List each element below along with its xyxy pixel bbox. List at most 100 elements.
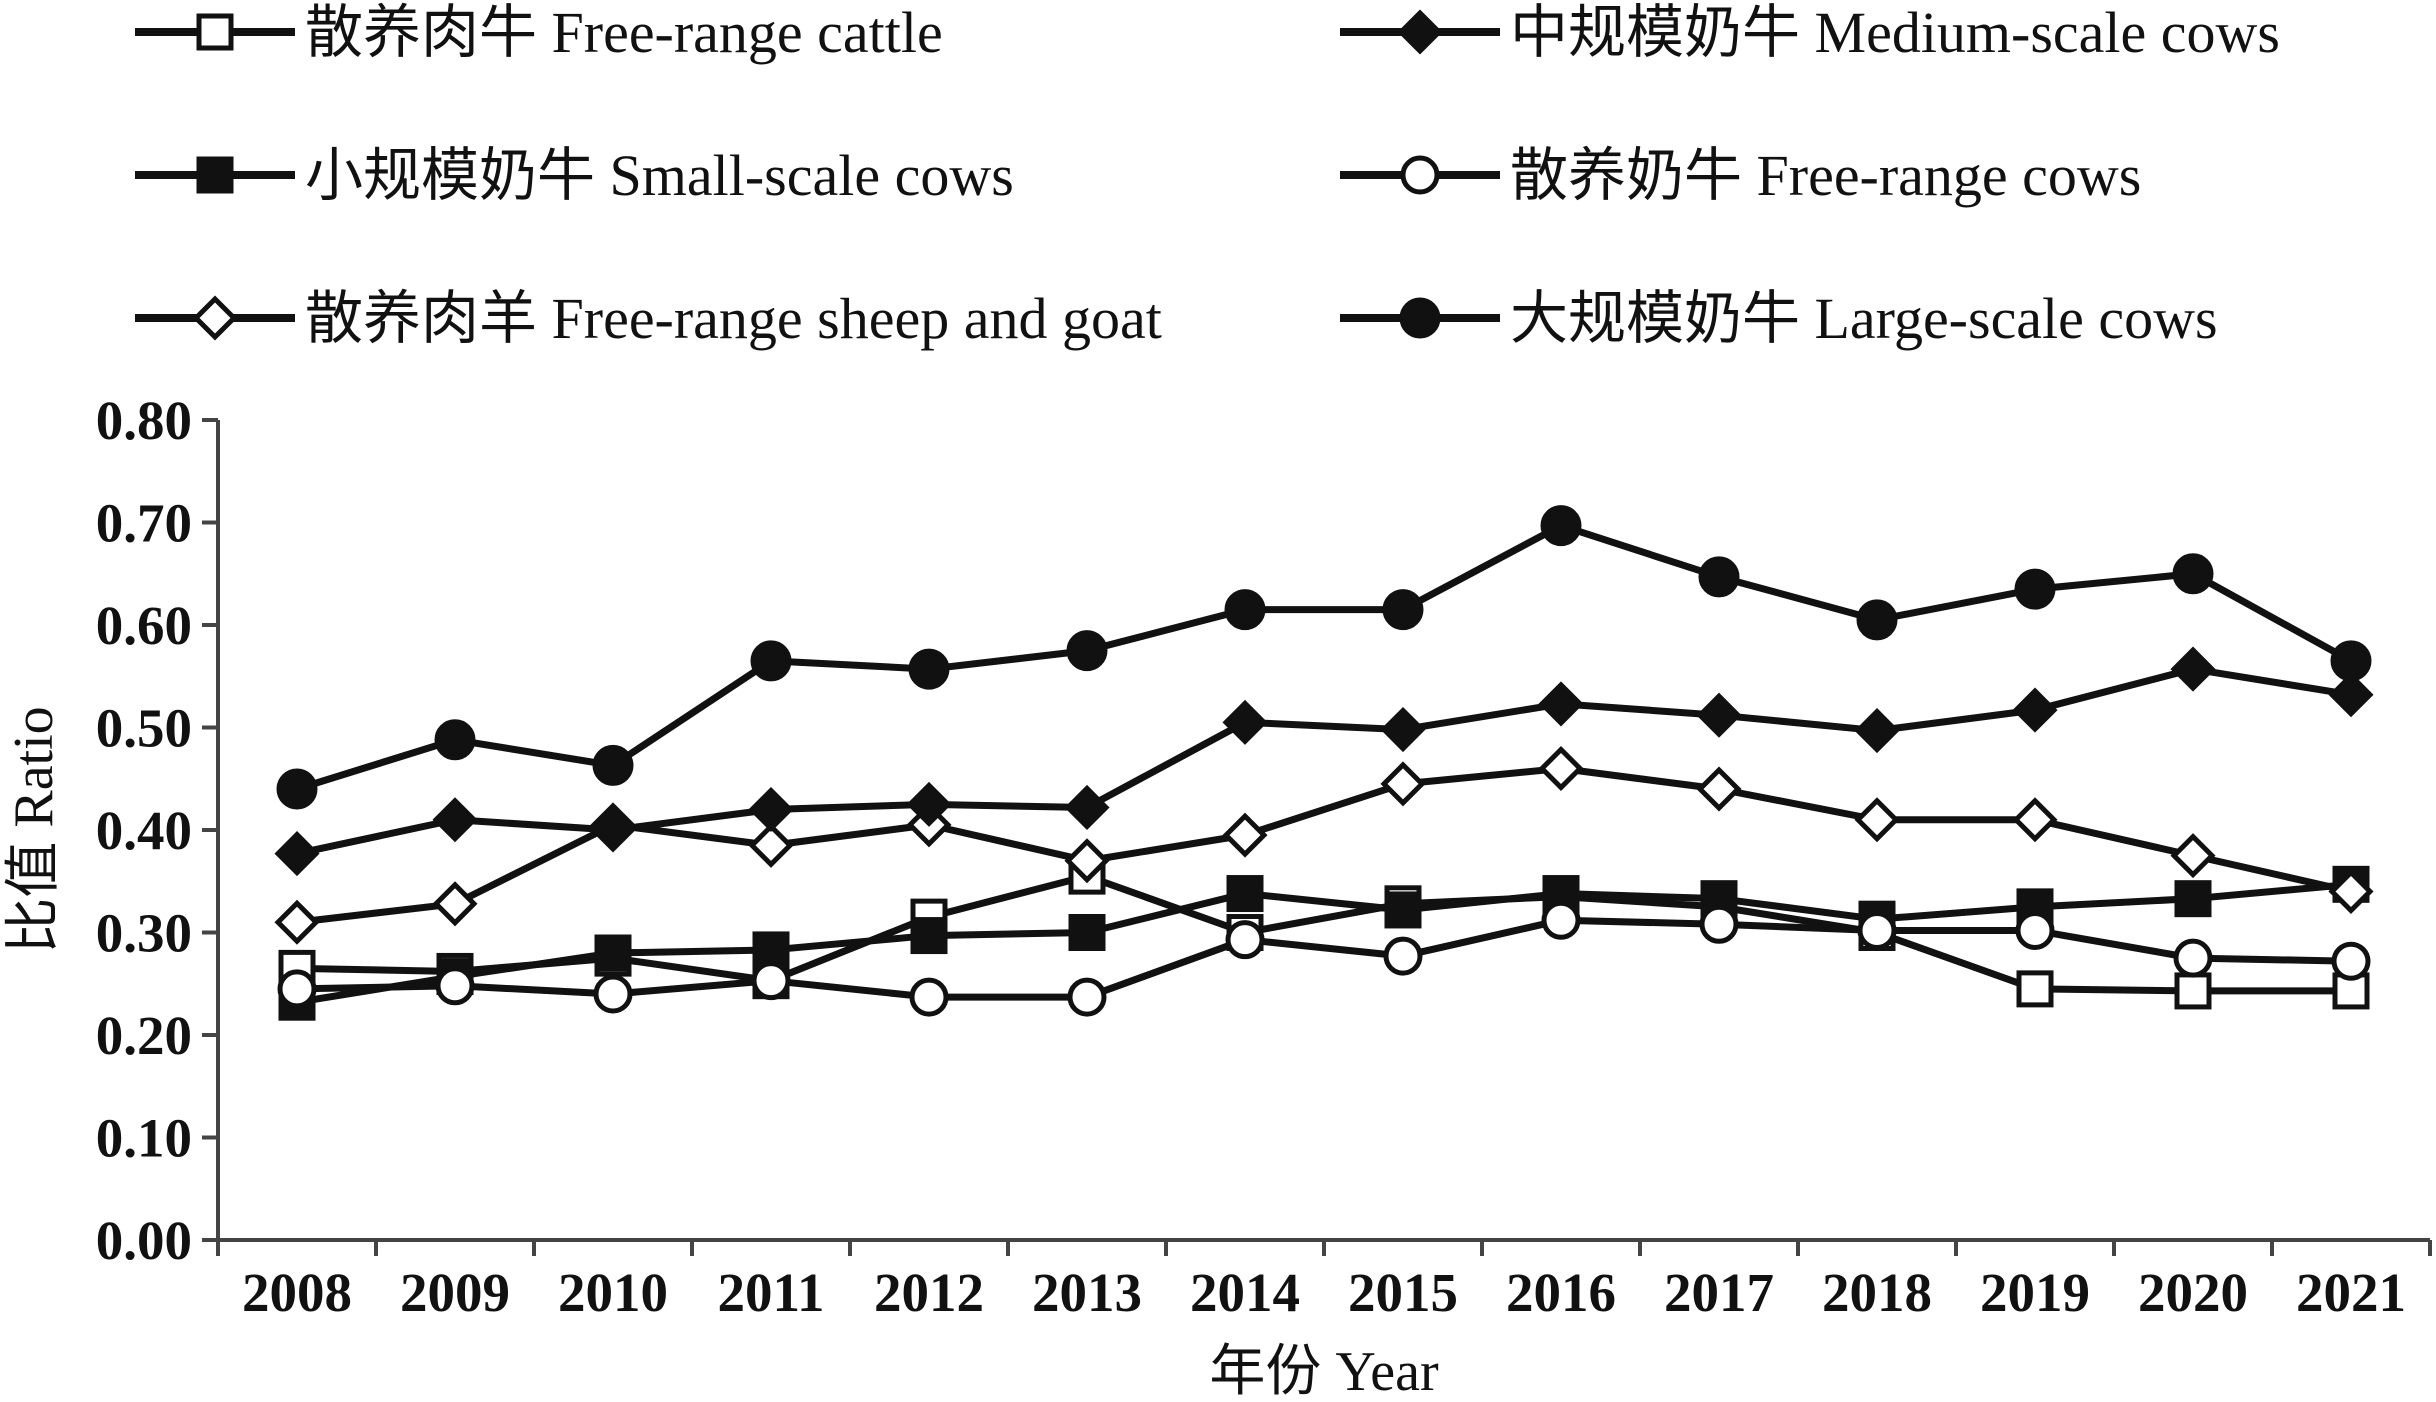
- data-point: [1854, 708, 1900, 754]
- x-tick-label: 2015: [1348, 1262, 1458, 1323]
- y-tick-label: 0.50: [96, 698, 192, 759]
- data-point: [2012, 797, 2058, 843]
- legend-label: 散养肉牛 Free-range cattle: [305, 0, 943, 65]
- series-group: [274, 505, 2374, 1021]
- data-point: [2173, 938, 2213, 978]
- y-tick-label: 0.60: [96, 595, 192, 656]
- data-point: [590, 807, 636, 853]
- data-point: [1064, 838, 1110, 884]
- x-tick-label: 2016: [1506, 1262, 1616, 1323]
- data-point: [2014, 568, 2056, 610]
- data-point: [2174, 880, 2212, 918]
- data-point: [276, 768, 318, 810]
- data-point: [1538, 681, 1584, 727]
- data-point: [2015, 910, 2055, 950]
- data-point: [752, 931, 790, 969]
- legend-marker: [196, 13, 234, 51]
- data-point: [1696, 766, 1742, 812]
- legend-marker: [196, 156, 234, 194]
- x-tick-label: 2019: [1980, 1262, 2090, 1323]
- x-tick-label: 2017: [1664, 1262, 1774, 1323]
- y-tick-label: 0.80: [96, 390, 192, 451]
- data-point: [593, 974, 633, 1014]
- data-point: [434, 719, 476, 761]
- y-tick-label: 0.00: [96, 1210, 192, 1271]
- data-point: [2172, 553, 2214, 595]
- data-point: [906, 781, 952, 827]
- x-tick-label: 2020: [2138, 1262, 2248, 1323]
- x-tick-label: 2014: [1190, 1262, 1300, 1323]
- data-point: [594, 934, 632, 972]
- legend-marker: [1397, 9, 1443, 55]
- data-point: [2016, 970, 2054, 1008]
- axes: 比值 Ratio 年份 Year 0.00 0.10 0.20 0.30 0.40 0.5…: [3, 390, 2432, 1402]
- legend-item: 小规模奶牛 Small-scale cows: [135, 143, 1014, 208]
- series-5: [277, 900, 2371, 1017]
- data-point: [1225, 920, 1265, 960]
- data-point: [1222, 699, 1268, 745]
- data-point: [1538, 745, 1584, 792]
- legend-label: 散养奶牛 Free-range cows: [1510, 143, 2141, 208]
- x-tick-label: 2012: [874, 1262, 984, 1323]
- x-tick-label: 2011: [718, 1262, 825, 1323]
- data-point: [274, 831, 320, 877]
- series-3: [274, 745, 2374, 945]
- data-point: [1856, 599, 1898, 641]
- y-axis-title: 比值 Ratio: [3, 706, 65, 953]
- data-point: [2328, 868, 2374, 915]
- x-tick-label: 2008: [242, 1262, 352, 1323]
- x-tick-label: 2009: [400, 1262, 510, 1323]
- data-point: [748, 786, 794, 833]
- data-point: [274, 899, 320, 945]
- y-tick-label: 0.20: [96, 1005, 192, 1066]
- data-point: [1067, 977, 1107, 1017]
- data-point: [1380, 707, 1426, 753]
- data-point: [432, 797, 478, 843]
- data-point: [1066, 630, 1108, 672]
- data-point: [1384, 891, 1422, 929]
- y-tick-label: 0.40: [96, 800, 192, 861]
- data-point: [1226, 875, 1264, 913]
- legend: 散养肉牛 Free-range cattle 小规模奶牛 Small-scale …: [135, 0, 2280, 351]
- data-point: [2328, 672, 2374, 718]
- legend-label: 中规模奶牛 Medium-scale cows: [1510, 0, 2280, 65]
- legend-item: 散养肉牛 Free-range cattle: [135, 0, 943, 65]
- data-point: [277, 969, 317, 1009]
- data-point: [2331, 941, 2371, 981]
- data-point: [1854, 797, 1900, 843]
- series-line: [296, 916, 2352, 1001]
- legend-label: 大规模奶牛 Large-scale cows: [1510, 286, 2218, 351]
- data-point: [751, 961, 791, 1001]
- legend-item: 散养奶牛 Free-range cows: [1340, 143, 2141, 208]
- series-line: [296, 665, 2352, 857]
- data-point: [1382, 589, 1424, 631]
- data-point: [908, 648, 950, 690]
- y-tick-label: 0.10: [96, 1108, 192, 1169]
- legend-item: 中规模奶牛 Medium-scale cows: [1340, 0, 2280, 65]
- data-point: [1224, 589, 1266, 631]
- series-line: [296, 880, 2352, 1006]
- data-point: [1380, 761, 1426, 807]
- series-4: [274, 646, 2374, 877]
- data-point: [910, 917, 948, 955]
- y-tick-label: 0.30: [96, 903, 192, 964]
- legend-label: 散养肉羊 Free-range sheep and goat: [305, 286, 1162, 351]
- x-tick-label: 2018: [1822, 1262, 1932, 1323]
- y-tick-label: 0.70: [96, 493, 192, 554]
- series-line: [296, 872, 2351, 995]
- data-point: [432, 881, 478, 927]
- data-point: [2012, 687, 2058, 733]
- x-tick-label: 2021: [2296, 1262, 2406, 1323]
- legend-item: 大规模奶牛 Large-scale cows: [1340, 286, 2218, 351]
- data-point: [2170, 833, 2216, 879]
- data-point: [1222, 812, 1268, 858]
- data-point: [2330, 640, 2372, 682]
- data-point: [748, 822, 794, 868]
- legend-item: 散养肉羊 Free-range sheep and goat: [135, 286, 1162, 351]
- data-point: [1542, 875, 1580, 913]
- legend-marker: [1400, 155, 1440, 195]
- data-point: [2170, 646, 2216, 692]
- legend-label: 小规模奶牛 Small-scale cows: [305, 143, 1014, 208]
